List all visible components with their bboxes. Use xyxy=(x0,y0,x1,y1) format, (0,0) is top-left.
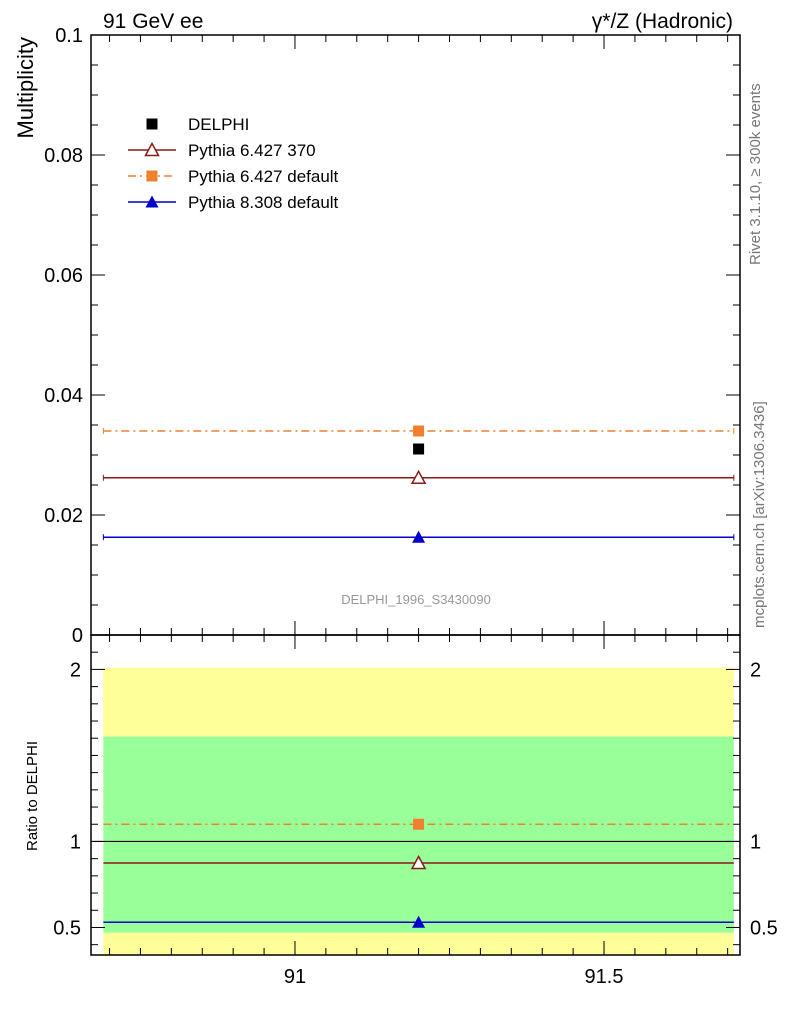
main-ylabel: Multiplicity xyxy=(13,37,38,138)
y-tick-label: 0.06 xyxy=(44,265,83,287)
legend-label: Pythia 8.308 default xyxy=(188,193,339,212)
legend-marker xyxy=(144,141,160,157)
analysis-label: DELPHI_1996_S3430090 xyxy=(341,592,491,607)
header-left: 91 GeV ee xyxy=(103,10,203,33)
mcplots-label: mcplots.cern.ch [arXiv:1306.3436] xyxy=(751,401,768,628)
y-tick-label: 0.08 xyxy=(44,145,83,167)
y-tick-label: 0.02 xyxy=(44,505,83,527)
legend-label: Pythia 6.427 default xyxy=(188,167,339,186)
ratio-data-point xyxy=(413,818,425,830)
data-point xyxy=(410,469,427,485)
legend-label: DELPHI xyxy=(188,115,249,134)
ratio-y-tick-label: 2 xyxy=(70,659,81,681)
rivet-label: Rivet 3.1.10, ≥ 300k events xyxy=(747,83,764,265)
ratio-ylabel: Ratio to DELPHI xyxy=(24,741,41,851)
y-tick-label: 0.04 xyxy=(44,385,83,407)
ratio-y-tick-label-right: 0.5 xyxy=(750,917,778,939)
ratio-data-point xyxy=(412,915,426,928)
data-point xyxy=(412,530,426,543)
legend-marker xyxy=(146,118,158,130)
x-tick-label: 91 xyxy=(284,966,306,988)
ratio-frame xyxy=(90,634,741,956)
ratio-panel: 0.5 0.5 1 1 2 2 91 91.5 xyxy=(53,634,778,988)
ratio-y-tick-label-right: 2 xyxy=(750,659,761,681)
x-tick-label: 91.5 xyxy=(585,966,624,988)
ratio-y-tick-label: 0.5 xyxy=(53,917,81,939)
header-right: γ*/Z (Hadronic) xyxy=(592,10,733,33)
data-point xyxy=(413,425,425,437)
uncertainty-band-inner xyxy=(103,736,734,933)
ratio-data-point xyxy=(410,854,427,870)
ratio-y-tick-label-right: 1 xyxy=(750,831,761,853)
ratio-y-tick-label: 1 xyxy=(70,831,81,853)
data-point xyxy=(413,443,425,455)
y-tick-label: 0.1 xyxy=(55,25,83,47)
main-panel: 0 0.02 0.04 0.06 0.08 0.1 xyxy=(44,25,741,647)
legend-marker xyxy=(145,195,159,208)
legend-label: Pythia 6.427 370 xyxy=(188,141,316,160)
y-tick-label: 0 xyxy=(72,625,83,647)
legend: DELPHI Pythia 6.427 370 Pythia 6.427 defau… xyxy=(128,115,339,212)
legend-marker xyxy=(146,170,158,182)
